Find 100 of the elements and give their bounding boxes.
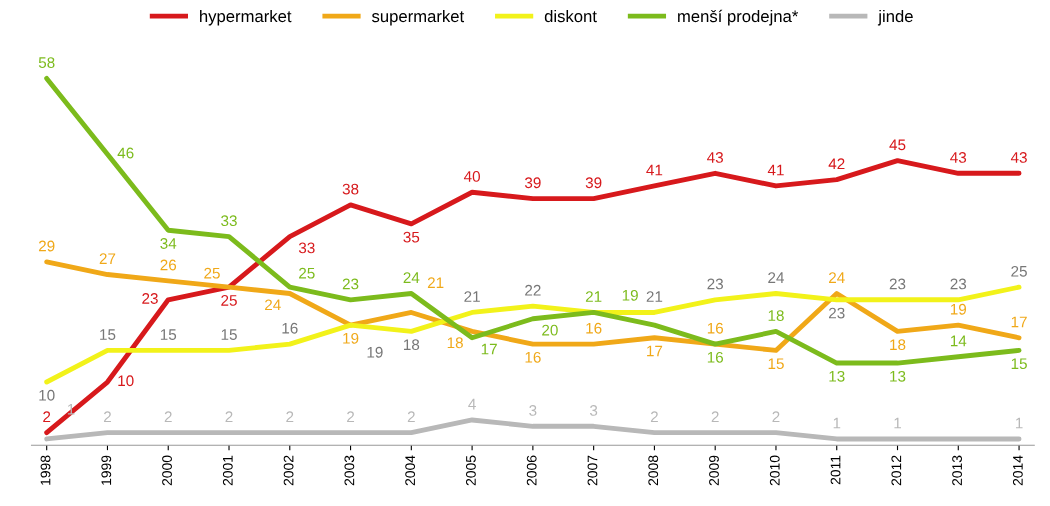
data-label: 23 <box>889 278 906 290</box>
data-label: 43 <box>950 152 967 163</box>
data-label: 1 <box>833 417 841 429</box>
data-label: 21 <box>646 291 663 302</box>
data-label: 18 <box>890 339 906 351</box>
data-label: 13 <box>890 370 906 382</box>
data-label: 19 <box>343 332 359 344</box>
data-label: 40 <box>463 171 480 182</box>
data-label: 4 <box>468 398 476 410</box>
data-label: 35 <box>403 231 420 243</box>
data-label: 15 <box>1011 358 1027 370</box>
data-label: 2 <box>43 411 51 423</box>
data-label: 15 <box>221 329 237 340</box>
data-label: 2 <box>286 411 294 423</box>
data-label: 2 <box>225 411 233 423</box>
data-label: 20 <box>542 324 558 336</box>
x-tick-label: 2010 <box>769 455 780 486</box>
data-label: 3 <box>529 405 537 416</box>
x-tick-label: 2000 <box>162 455 172 486</box>
data-label: 16 <box>707 322 724 334</box>
legend-label: diskont <box>544 9 597 23</box>
data-label: 24 <box>768 272 785 283</box>
x-tick-label: 2014 <box>1012 455 1023 486</box>
x-tick-label: 2008 <box>648 455 659 486</box>
data-label: 19 <box>367 346 383 358</box>
data-label: 29 <box>38 240 55 252</box>
data-label: 38 <box>342 183 359 195</box>
data-label: 2 <box>407 411 415 423</box>
data-label: 39 <box>585 177 602 189</box>
x-tick-label: 1999 <box>101 455 112 485</box>
legend-label: menší prodejna* <box>678 9 799 26</box>
data-label: 1 <box>1015 417 1023 429</box>
data-label: 16 <box>586 322 602 334</box>
data-label: 23 <box>707 278 724 290</box>
data-label: 17 <box>481 343 497 355</box>
data-label: 18 <box>768 310 784 321</box>
data-label: 15 <box>768 358 784 370</box>
data-label: 10 <box>39 389 55 401</box>
data-label: 16 <box>525 351 541 363</box>
x-tick-label: 2003 <box>344 455 355 486</box>
data-label: 24 <box>403 272 420 283</box>
x-tick-label: 2009 <box>709 455 719 486</box>
data-label: 21 <box>464 291 480 302</box>
x-tick-label: 2007 <box>587 455 598 486</box>
x-tick-label: 2006 <box>526 455 537 486</box>
data-label: 43 <box>707 152 724 163</box>
data-label: 45 <box>889 139 906 151</box>
data-label: 27 <box>99 253 116 264</box>
data-label: 2 <box>772 411 780 423</box>
data-label: 39 <box>524 177 541 189</box>
legend-label: supermarket <box>371 9 465 26</box>
data-label: 25 <box>299 267 315 279</box>
x-tick-label: 2011 <box>830 455 841 485</box>
data-label: 14 <box>950 335 967 347</box>
data-label: 22 <box>525 284 541 296</box>
data-label: 1 <box>894 417 902 429</box>
data-label: 17 <box>1011 316 1027 328</box>
data-label: 18 <box>447 337 463 349</box>
data-label: 34 <box>160 238 177 249</box>
x-tick-label: 2005 <box>466 455 476 486</box>
data-label: 25 <box>1011 265 1027 277</box>
data-label: 13 <box>829 370 845 382</box>
data-label: 2 <box>650 411 658 423</box>
data-label: 23 <box>829 307 845 319</box>
data-label: 46 <box>117 147 134 159</box>
x-tick-label: 2013 <box>952 455 963 486</box>
data-label: 3 <box>589 405 598 416</box>
legend-label: jinde <box>877 9 913 26</box>
data-label: 33 <box>298 242 315 254</box>
data-label: 24 <box>265 299 281 311</box>
data-label: 23 <box>342 278 359 290</box>
x-tick-label: 2004 <box>405 455 416 486</box>
data-label: 2 <box>347 411 355 423</box>
data-label: 58 <box>38 57 55 68</box>
data-label: 41 <box>646 164 663 176</box>
data-label: 2 <box>164 411 172 423</box>
data-label: 25 <box>221 294 237 306</box>
data-label: 42 <box>828 158 845 170</box>
data-label: 23 <box>950 278 967 290</box>
data-label: 16 <box>707 351 724 363</box>
data-label: 15 <box>100 329 116 340</box>
x-tick-label: 1998 <box>40 455 51 485</box>
x-tick-label: 2002 <box>283 455 294 486</box>
data-label: 26 <box>160 259 177 271</box>
data-label: 2 <box>711 411 719 423</box>
data-label: 19 <box>622 289 638 301</box>
data-label: 21 <box>585 291 602 302</box>
legend-label: hypermarket <box>200 9 292 26</box>
data-label: 19 <box>950 303 967 315</box>
data-label: 16 <box>282 322 298 334</box>
data-label: 21 <box>427 277 444 288</box>
x-tick-label: 2001 <box>222 455 233 486</box>
data-label: 33 <box>221 215 237 227</box>
data-label: 17 <box>647 345 663 357</box>
data-label: 18 <box>404 339 420 351</box>
data-label: 43 <box>1010 152 1027 163</box>
data-label: 25 <box>204 267 220 279</box>
data-label: 2 <box>103 411 111 423</box>
data-label: 15 <box>160 329 177 340</box>
data-label: 41 <box>767 164 784 176</box>
